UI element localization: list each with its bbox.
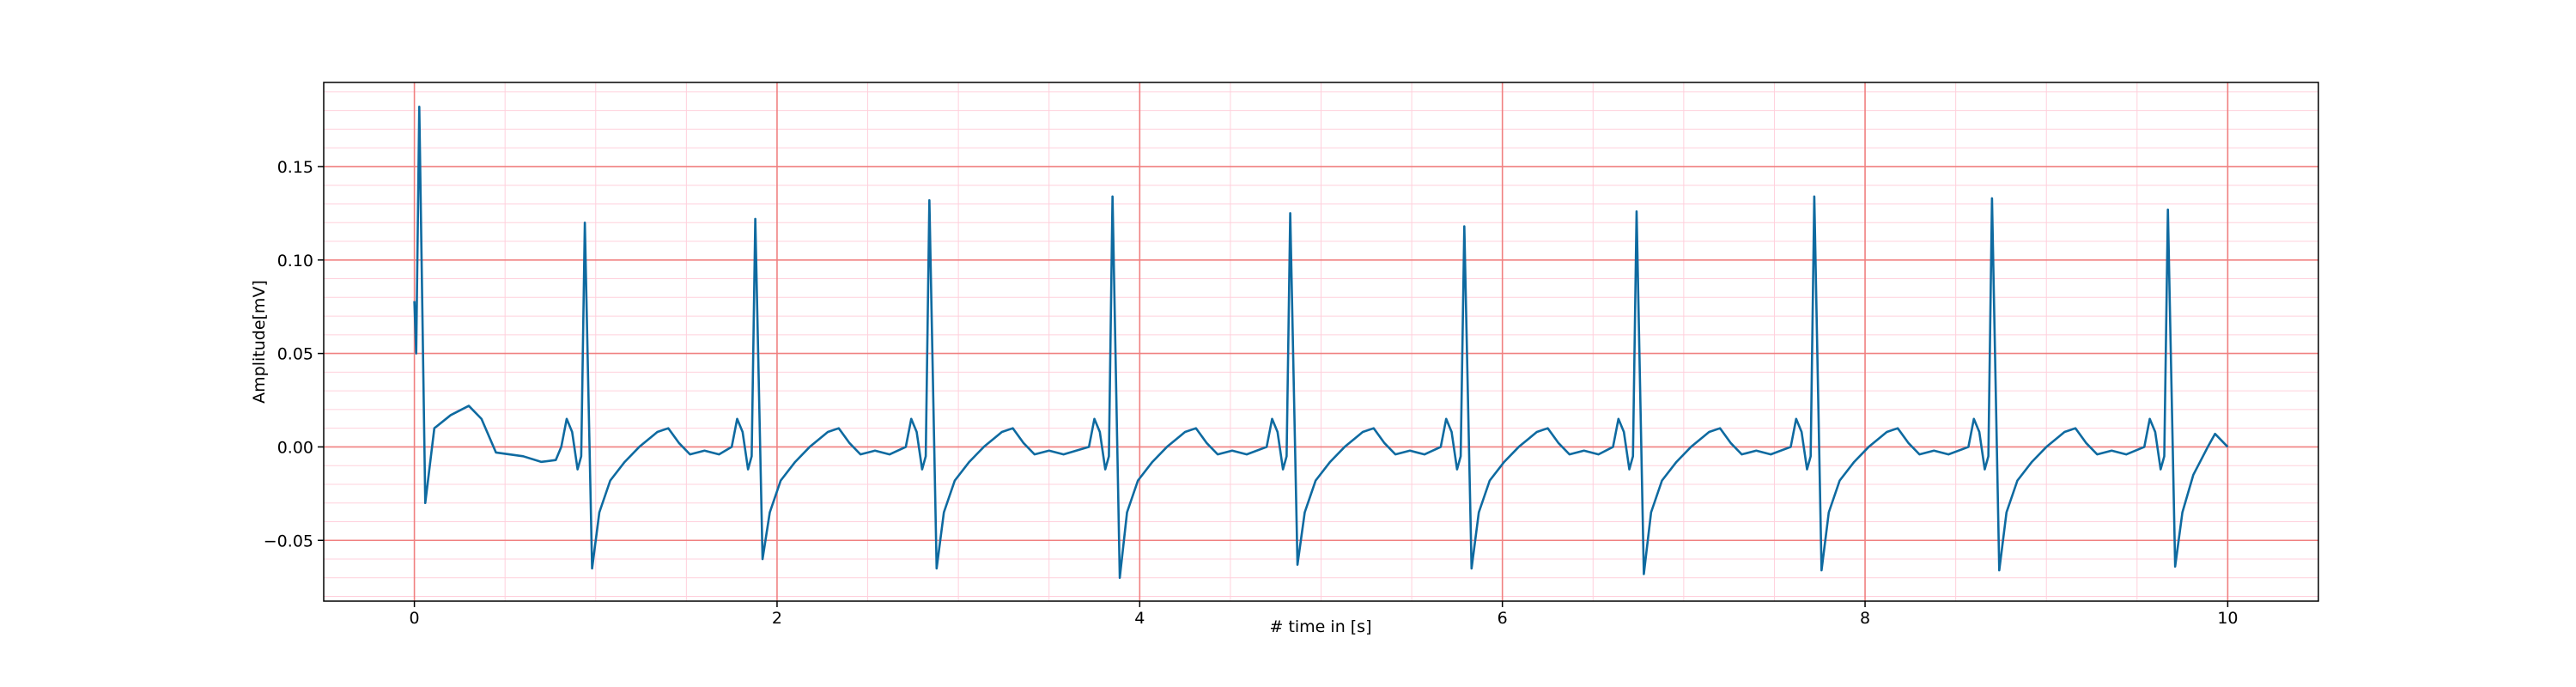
x-tick-label: 8 bbox=[1860, 609, 1870, 628]
y-tick-label: 0.10 bbox=[277, 252, 313, 271]
plot-frame bbox=[323, 82, 2319, 602]
y-tick-label: 0.15 bbox=[277, 158, 313, 177]
x-tick-label: 4 bbox=[1134, 609, 1145, 628]
y-tick-label: −0.05 bbox=[264, 532, 313, 550]
y-axis-label: Amplitude[mV] bbox=[250, 280, 269, 404]
x-tick-label: 0 bbox=[410, 609, 420, 628]
x-tick-label: 10 bbox=[2217, 609, 2238, 628]
y-tick-label: 0.00 bbox=[277, 438, 313, 457]
x-axis-label: # time in [s] bbox=[1269, 617, 1371, 636]
y-tick-label: 0.05 bbox=[277, 345, 313, 364]
x-tick-label: 2 bbox=[772, 609, 782, 628]
x-tick-label: 6 bbox=[1498, 609, 1508, 628]
ecg-line bbox=[413, 106, 2229, 580]
